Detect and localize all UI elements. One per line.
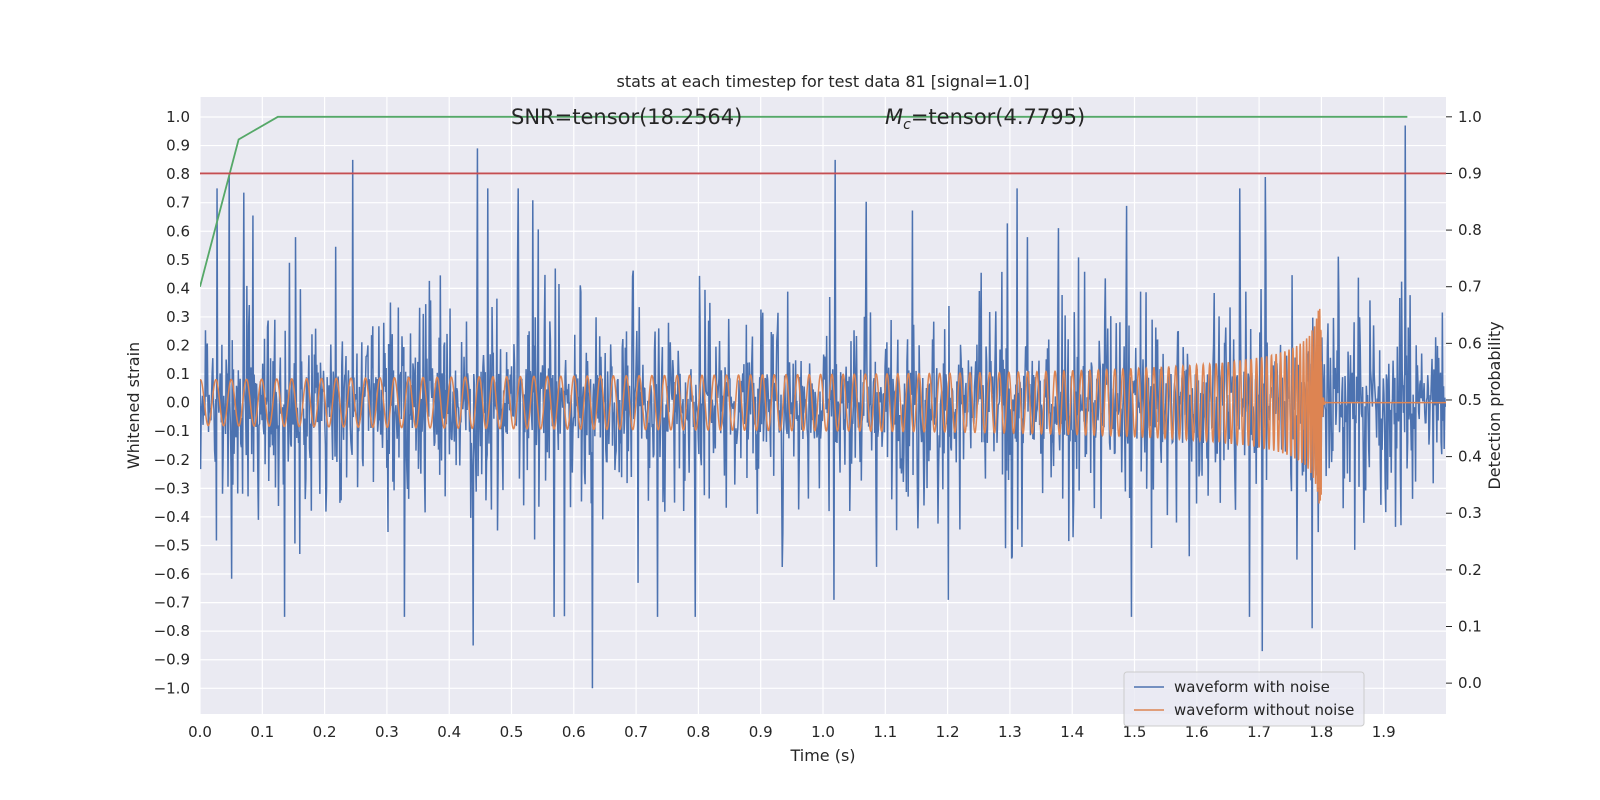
y-tick-label: 0.8	[166, 165, 190, 183]
right-tick-label: 0.1	[1458, 618, 1482, 636]
x-tick-label: 0.9	[749, 723, 773, 741]
y-axis-ticks: 1.0 0.9 0.8 0.7 0.6 0.5 0.4 0.3 0.2 0.1 0.0 −0.1 −0.…	[154, 108, 190, 697]
y-axis-label: Whitened strain	[124, 342, 143, 469]
x-tick-label: 1.2	[936, 723, 960, 741]
x-tick-label: 0.8	[686, 723, 710, 741]
legend-entry-without-noise: waveform without noise	[1174, 701, 1354, 719]
legend: waveform with noise waveform without noi…	[1123, 671, 1365, 727]
x-tick-label: 0.3	[375, 723, 399, 741]
y-tick-label: 0.5	[166, 251, 190, 269]
right-tick-label: 0.5	[1458, 391, 1482, 409]
right-tick-label: 1.0	[1458, 108, 1482, 126]
right-tick-label: 0.9	[1458, 164, 1482, 182]
y-tick-label: −0.9	[154, 651, 190, 669]
series-waveform-without-noise	[200, 308, 1446, 504]
y-tick-label: 0.3	[166, 308, 190, 326]
series-layer	[200, 115, 1446, 689]
right-tick-label: 0.6	[1458, 334, 1482, 352]
snr-annotation: SNR=tensor(18.2564)	[511, 105, 742, 129]
y-tick-label: 0.6	[166, 222, 190, 240]
right-tick-label: 0.0	[1458, 674, 1482, 692]
y-tick-label: −0.7	[154, 594, 190, 612]
right-axis-ticks: 1.0 0.9 0.8 0.7 0.6 0.5 0.4 0.3 0.2 0.1 0.0	[1446, 108, 1482, 692]
right-tick-label: 0.3	[1458, 504, 1482, 522]
y-tick-label: −0.1	[154, 422, 190, 440]
x-tick-label: 0.0	[188, 723, 212, 741]
right-axis-label: Detection probability	[1485, 321, 1504, 489]
y-tick-label: 0.2	[166, 337, 190, 355]
mc-symbol: M	[885, 105, 903, 129]
y-tick-label: −1.0	[154, 679, 190, 697]
x-axis-label: Time (s)	[789, 746, 855, 765]
chirp-mass-annotation: Mc=tensor(4.7795)	[885, 105, 1085, 133]
y-tick-label: −0.5	[154, 536, 190, 554]
y-tick-label: 0.0	[166, 394, 190, 412]
mc-subscript: c	[903, 117, 911, 133]
x-axis-ticks: 0.0 0.1 0.2 0.3 0.4 0.5 0.6 0.7 0.8 0.9 1.0 1.1 1.2 1…	[188, 723, 1396, 741]
x-tick-label: 1.4	[1060, 723, 1084, 741]
x-tick-label: 0.5	[500, 723, 524, 741]
x-tick-label: 1.9	[1372, 723, 1396, 741]
mc-value: =tensor(4.7795)	[911, 105, 1085, 129]
x-tick-label: 1.1	[873, 723, 897, 741]
x-tick-label: 1.3	[998, 723, 1022, 741]
right-tick-label: 0.7	[1458, 278, 1482, 296]
x-tick-label: 1.8	[1309, 723, 1333, 741]
legend-box	[1123, 671, 1365, 727]
x-tick-label: 0.7	[624, 723, 648, 741]
x-tick-label: 1.0	[811, 723, 835, 741]
x-tick-label: 0.2	[313, 723, 337, 741]
chart-title: stats at each timestep for test data 81 …	[617, 72, 1030, 91]
y-tick-label: 0.9	[166, 137, 190, 155]
x-tick-label: 0.4	[437, 723, 461, 741]
y-tick-label: −0.6	[154, 565, 190, 583]
y-tick-label: 0.7	[166, 194, 190, 212]
right-tick-label: 0.8	[1458, 221, 1482, 239]
right-tick-label: 0.2	[1458, 561, 1482, 579]
y-tick-label: 0.1	[166, 365, 190, 383]
series-detection-probability	[200, 115, 1408, 287]
y-tick-label: 1.0	[166, 108, 190, 126]
x-tick-label: 1.6	[1185, 723, 1209, 741]
x-tick-label: 1.7	[1247, 723, 1271, 741]
right-tick-label: 0.4	[1458, 448, 1482, 466]
y-tick-label: 0.4	[166, 279, 190, 297]
legend-entry-with-noise: waveform with noise	[1174, 678, 1330, 696]
y-tick-label: −0.3	[154, 479, 190, 497]
x-tick-label: 0.1	[250, 723, 274, 741]
y-tick-label: −0.4	[154, 508, 190, 526]
y-tick-label: −0.8	[154, 622, 190, 640]
x-tick-label: 0.6	[562, 723, 586, 741]
x-tick-label: 1.5	[1123, 723, 1147, 741]
y-tick-label: −0.2	[154, 451, 190, 469]
